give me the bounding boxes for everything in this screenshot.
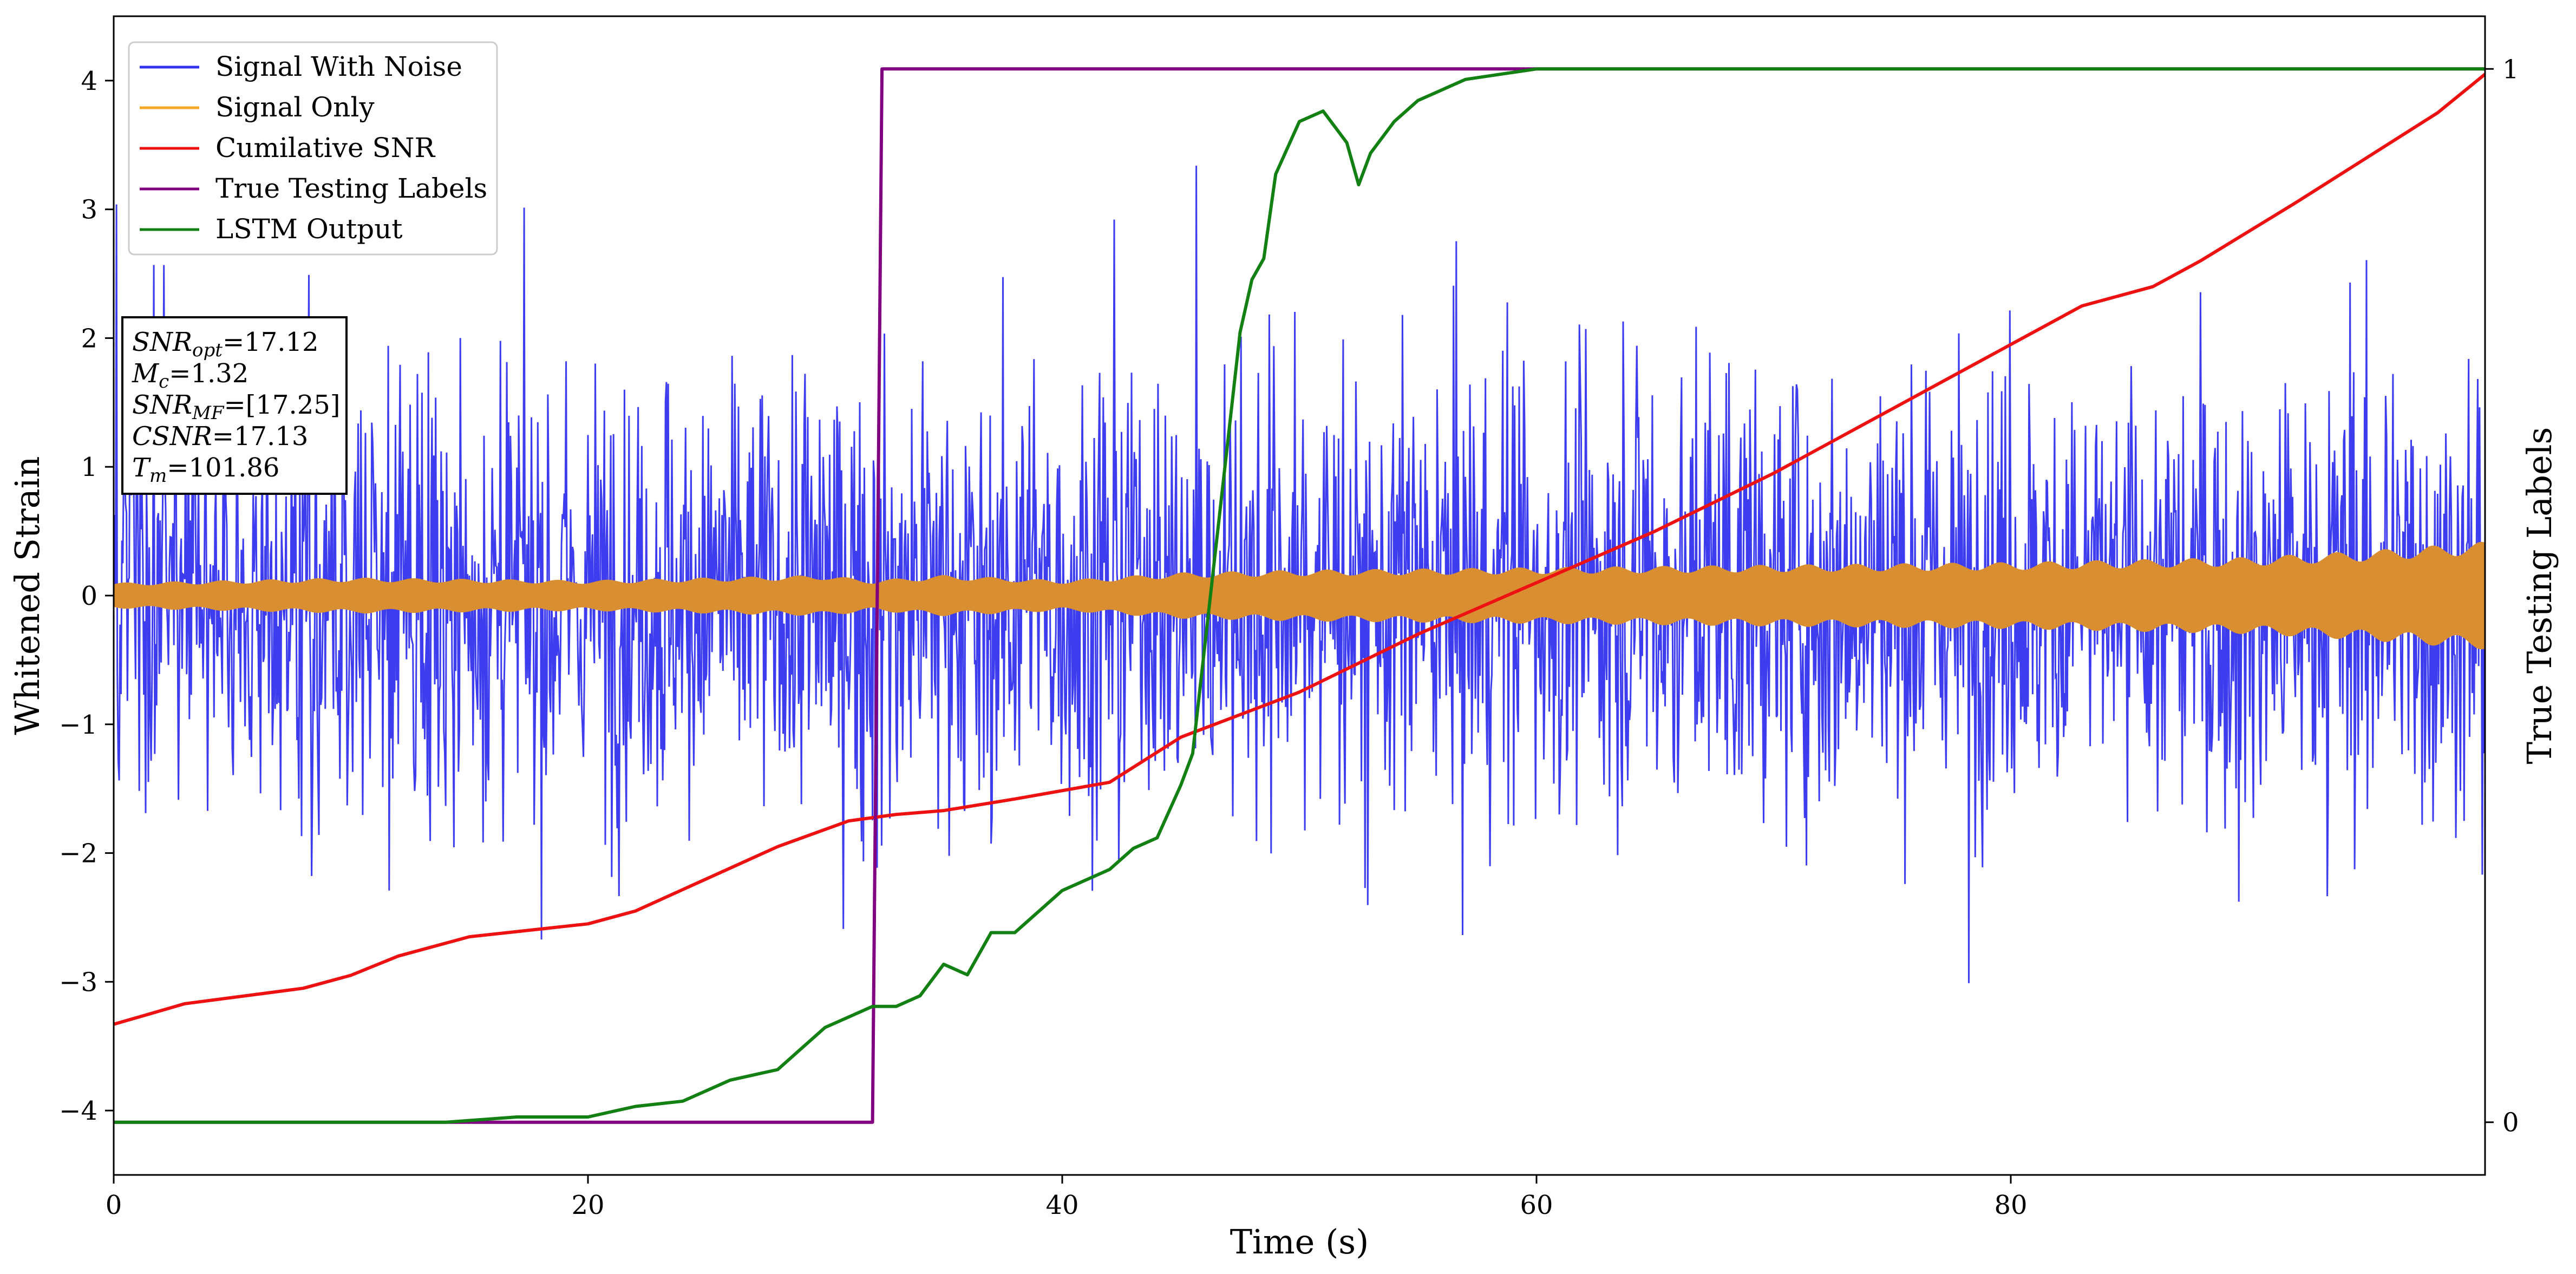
x-tick-label: 20 bbox=[571, 1190, 604, 1220]
legend-label: Signal With Noise bbox=[215, 51, 462, 82]
annotation-line: Mc=1.32 bbox=[132, 358, 249, 393]
series-signal-only bbox=[114, 541, 2485, 650]
legend-label: LSTM Output bbox=[215, 213, 402, 245]
x-axis-label: Time (s) bbox=[1230, 1222, 1369, 1262]
legend-label: True Testing Labels bbox=[215, 173, 487, 204]
legend-entry: LSTM Output bbox=[140, 213, 402, 245]
y-tick-label: 2 bbox=[81, 323, 97, 354]
y-tick-label: 1 bbox=[81, 452, 97, 482]
y-tick-label: −4 bbox=[59, 1096, 97, 1126]
annotation-box: SNRopt=17.12 Mc=1.32 SNRMF=[17.25] CSNR=… bbox=[121, 316, 348, 495]
y2-tick-label: 1 bbox=[2502, 54, 2519, 84]
annotation-line: SNRMF=[17.25] bbox=[132, 390, 341, 424]
legend-label: Cumilative SNR bbox=[215, 132, 435, 164]
y-tick-label: −2 bbox=[59, 839, 97, 869]
y2-axis-label: True Testing Labels bbox=[2520, 427, 2559, 765]
legend-label: Signal Only bbox=[215, 92, 375, 123]
x-tick-label: 80 bbox=[1994, 1190, 2027, 1220]
y-axis-label: Whitened Strain bbox=[8, 456, 47, 735]
y-tick-label: −3 bbox=[59, 967, 97, 997]
legend-entry: True Testing Labels bbox=[140, 173, 487, 204]
y-tick-label: 3 bbox=[81, 195, 97, 225]
x-tick-label: 0 bbox=[106, 1190, 122, 1220]
y-tick-label: −1 bbox=[59, 710, 97, 740]
x-tick-label: 60 bbox=[1520, 1190, 1553, 1220]
legend-entry: Cumilative SNR bbox=[140, 132, 435, 164]
y-tick-label: 4 bbox=[81, 66, 97, 96]
annotation-line: CSNR=17.13 bbox=[132, 421, 308, 452]
legend-entry: Signal Only bbox=[140, 92, 375, 123]
legend-box bbox=[128, 41, 498, 256]
annotation-frame bbox=[121, 316, 348, 495]
y-tick-label: 0 bbox=[81, 581, 97, 611]
legend-entry: Signal With Noise bbox=[140, 51, 462, 82]
series-lstm-output bbox=[114, 67, 2485, 1124]
legend: Signal With Noise Signal Only Cumilative… bbox=[128, 41, 498, 256]
y2-tick-label: 0 bbox=[2502, 1108, 2519, 1138]
x-tick-label: 40 bbox=[1045, 1190, 1078, 1220]
annotation-line: SNRopt=17.12 bbox=[132, 327, 319, 361]
series-cumulative-snr bbox=[114, 73, 2485, 1026]
annotation-line: Tm=101.86 bbox=[132, 453, 279, 487]
plot-area bbox=[114, 67, 2485, 1124]
